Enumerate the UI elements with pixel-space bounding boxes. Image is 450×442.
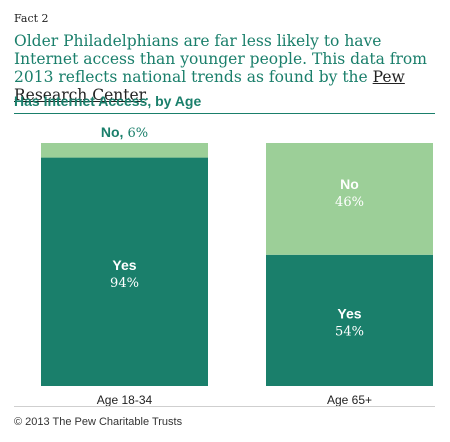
headline: Older Philadelphians are far less likely… bbox=[14, 32, 444, 104]
category-label-1: Age 65+ bbox=[327, 393, 372, 407]
label-yes-name-0: Yes bbox=[112, 257, 136, 273]
label-no-value-1: 46% bbox=[335, 195, 364, 210]
pew-research-link[interactable]: Pew Research Center bbox=[14, 68, 405, 104]
headline-end: . bbox=[144, 86, 150, 104]
bar-no-1 bbox=[266, 143, 433, 255]
label-yes-value-0: 94% bbox=[110, 276, 139, 291]
chart-title: Has Internet Access, by Age bbox=[14, 93, 202, 109]
label-no-name-0: No, bbox=[101, 124, 124, 140]
title-rule bbox=[14, 113, 435, 114]
category-label-0: Age 18-34 bbox=[97, 393, 153, 407]
bar-no-0 bbox=[41, 143, 208, 158]
footer-copyright: © 2013 The Pew Charitable Trusts bbox=[14, 416, 183, 428]
label-yes-value-1: 54% bbox=[335, 324, 364, 339]
footer-rule bbox=[14, 406, 435, 407]
label-yes-name-1: Yes bbox=[337, 305, 361, 321]
bar-yes-1 bbox=[266, 254, 433, 386]
headline-text: Older Philadelphians are far less likely… bbox=[14, 32, 427, 86]
fact-label: Fact 2 bbox=[14, 12, 49, 25]
bar-yes-0 bbox=[41, 157, 208, 386]
label-no-name-1: No bbox=[340, 176, 359, 192]
label-no-outside-0: No, 6% bbox=[101, 124, 148, 141]
label-no-value-0: 6% bbox=[123, 126, 148, 141]
